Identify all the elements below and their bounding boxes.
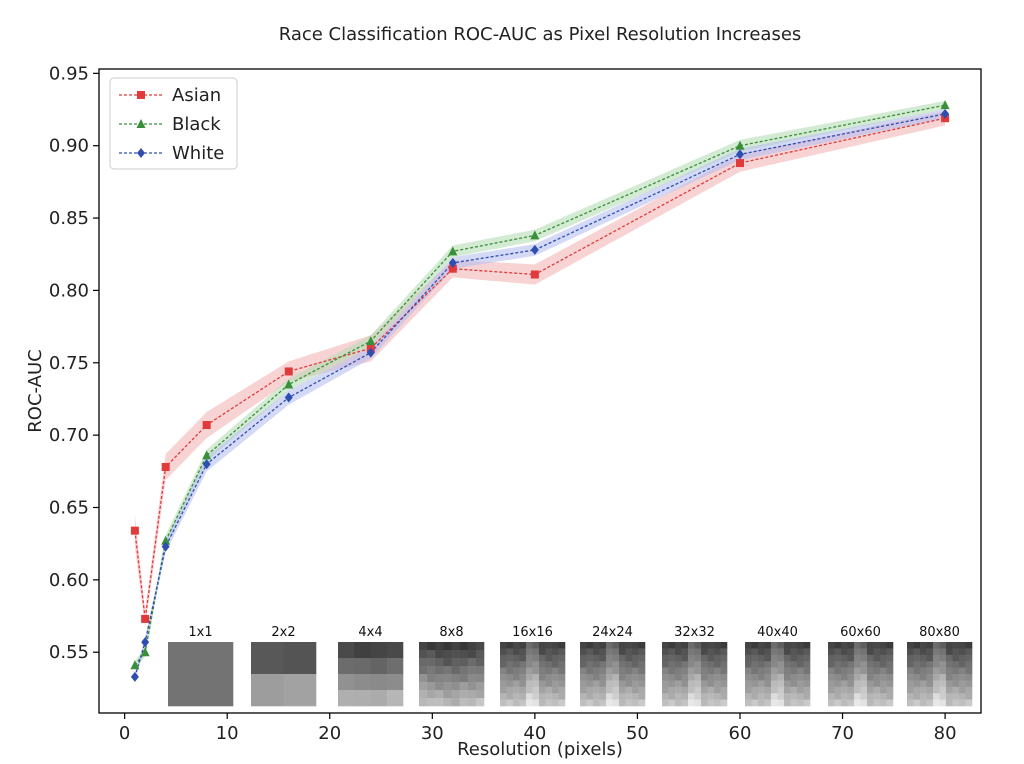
y-tick-label: 0.90 <box>49 136 89 157</box>
x-tick-label: 40 <box>523 723 546 744</box>
data-point-black <box>161 535 171 545</box>
thumbnail-label: 16x16 <box>512 625 553 640</box>
confidence-bands <box>134 100 946 682</box>
legend-box <box>109 77 238 170</box>
confidence-band-white <box>134 109 946 682</box>
data-point-black <box>735 140 745 150</box>
x-axis-label: Resolution (pixels) <box>457 739 623 760</box>
data-point-asian <box>141 614 150 623</box>
resolution-thumbnails: 1x1 2x2 4x4 8x8 16x16 24x24 32x32 40x40 60x60 80x… <box>168 625 973 707</box>
thumbnail-80x80 <box>907 642 973 707</box>
x-tick-label: 20 <box>318 723 341 744</box>
thumbnail-label: 1x1 <box>188 625 212 640</box>
x-tick-label: 30 <box>421 723 444 744</box>
data-point-white <box>130 671 139 682</box>
thumbnail-40x40 <box>745 642 811 707</box>
data-point-white <box>530 244 539 255</box>
y-tick-label: 0.75 <box>49 353 89 374</box>
x-axis-ticks: 0 10 20 30 40 50 60 70 80 <box>119 713 957 744</box>
x-tick-label: 80 <box>934 723 957 744</box>
data-point-white <box>366 347 375 358</box>
thumbnail-label: 8x8 <box>439 625 463 640</box>
chart-title: Race Classification ROC-AUC as Pixel Res… <box>279 24 802 45</box>
x-tick-label: 50 <box>626 723 649 744</box>
data-point-black <box>530 230 540 240</box>
y-tick-label: 0.85 <box>49 208 89 229</box>
data-point-white <box>448 257 457 268</box>
y-tick-label: 0.80 <box>49 280 89 301</box>
data-point-asian <box>530 270 539 279</box>
thumbnail-1x1 <box>168 642 234 707</box>
thumbnail-16x16 <box>500 642 566 707</box>
legend-label: White <box>172 143 224 164</box>
y-tick-label: 0.70 <box>49 425 89 446</box>
data-point-asian <box>448 264 457 273</box>
series-line-asian <box>134 117 946 620</box>
y-tick-label: 0.55 <box>49 642 89 663</box>
data-point-asian <box>161 462 170 471</box>
thumbnail-8x8 <box>419 642 485 707</box>
thumbnail-60x60 <box>828 642 894 707</box>
data-point-black <box>448 246 458 256</box>
y-tick-label: 0.95 <box>49 63 89 84</box>
thumbnail-4x4 <box>338 642 404 707</box>
thumbnail-label: 40x40 <box>757 625 798 640</box>
thumbnail-label: 4x4 <box>358 625 382 640</box>
thumbnail-label: 80x80 <box>919 625 960 640</box>
series-line-black <box>134 104 946 666</box>
data-point-black <box>366 336 376 346</box>
data-point-asian <box>202 421 211 430</box>
data-point-white <box>735 149 744 160</box>
thumbnail-label: 60x60 <box>840 625 881 640</box>
x-tick-label: 60 <box>729 723 752 744</box>
data-point-asian <box>284 367 293 376</box>
data-point-black <box>140 647 150 657</box>
thumbnail-label: 24x24 <box>592 625 633 640</box>
y-axis-label: ROC-AUC <box>25 349 46 432</box>
y-tick-label: 0.60 <box>49 570 89 591</box>
thumbnail-label: 32x32 <box>674 625 715 640</box>
data-point-white <box>202 459 211 470</box>
confidence-band-asian <box>134 110 946 628</box>
legend: Asian Black White <box>109 77 238 170</box>
series-markers <box>130 100 950 682</box>
data-point-asian <box>735 159 744 168</box>
x-tick-label: 70 <box>831 723 854 744</box>
y-tick-label: 0.65 <box>49 497 89 518</box>
legend-label: Black <box>172 114 221 135</box>
x-tick-label: 10 <box>216 723 239 744</box>
data-point-black <box>940 100 950 110</box>
series-line-white <box>134 113 946 678</box>
data-point-white <box>141 637 150 648</box>
y-axis-ticks: 0.55 0.60 0.65 0.70 0.75 0.80 0.85 0.90 0.95 <box>49 63 99 663</box>
data-point-white <box>161 541 170 552</box>
data-point-black <box>284 379 294 389</box>
legend-marker <box>137 148 145 158</box>
legend-marker <box>137 91 145 99</box>
plot-frame <box>98 68 982 714</box>
x-tick-label: 0 <box>119 723 130 744</box>
series-lines <box>134 104 946 678</box>
data-point-black <box>130 660 140 670</box>
data-point-white <box>941 108 950 119</box>
confidence-band-black <box>134 100 946 670</box>
legend-label: Asian <box>172 85 221 106</box>
data-point-black <box>202 450 212 460</box>
data-point-white <box>284 392 293 403</box>
thumbnail-2x2 <box>251 642 317 707</box>
legend-marker <box>136 119 146 128</box>
thumbnail-24x24 <box>580 642 646 707</box>
thumbnail-label: 2x2 <box>271 625 295 640</box>
data-point-asian <box>130 526 139 535</box>
thumbnail-32x32 <box>662 642 728 707</box>
